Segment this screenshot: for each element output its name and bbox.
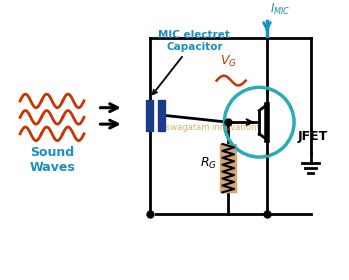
Text: Sound
Waves: Sound Waves: [29, 146, 75, 174]
Bar: [158, 100, 165, 131]
Text: JFET: JFET: [298, 130, 328, 143]
Bar: [147, 100, 153, 131]
Text: $R_G$: $R_G$: [200, 156, 217, 171]
Text: MIC electret
Capacitor: MIC electret Capacitor: [153, 30, 230, 94]
Text: $I_{MIC}$: $I_{MIC}$: [270, 2, 291, 17]
Bar: [221, 144, 236, 192]
Text: $V_G$: $V_G$: [220, 54, 237, 69]
Text: swagatam innovations: swagatam innovations: [166, 123, 261, 132]
